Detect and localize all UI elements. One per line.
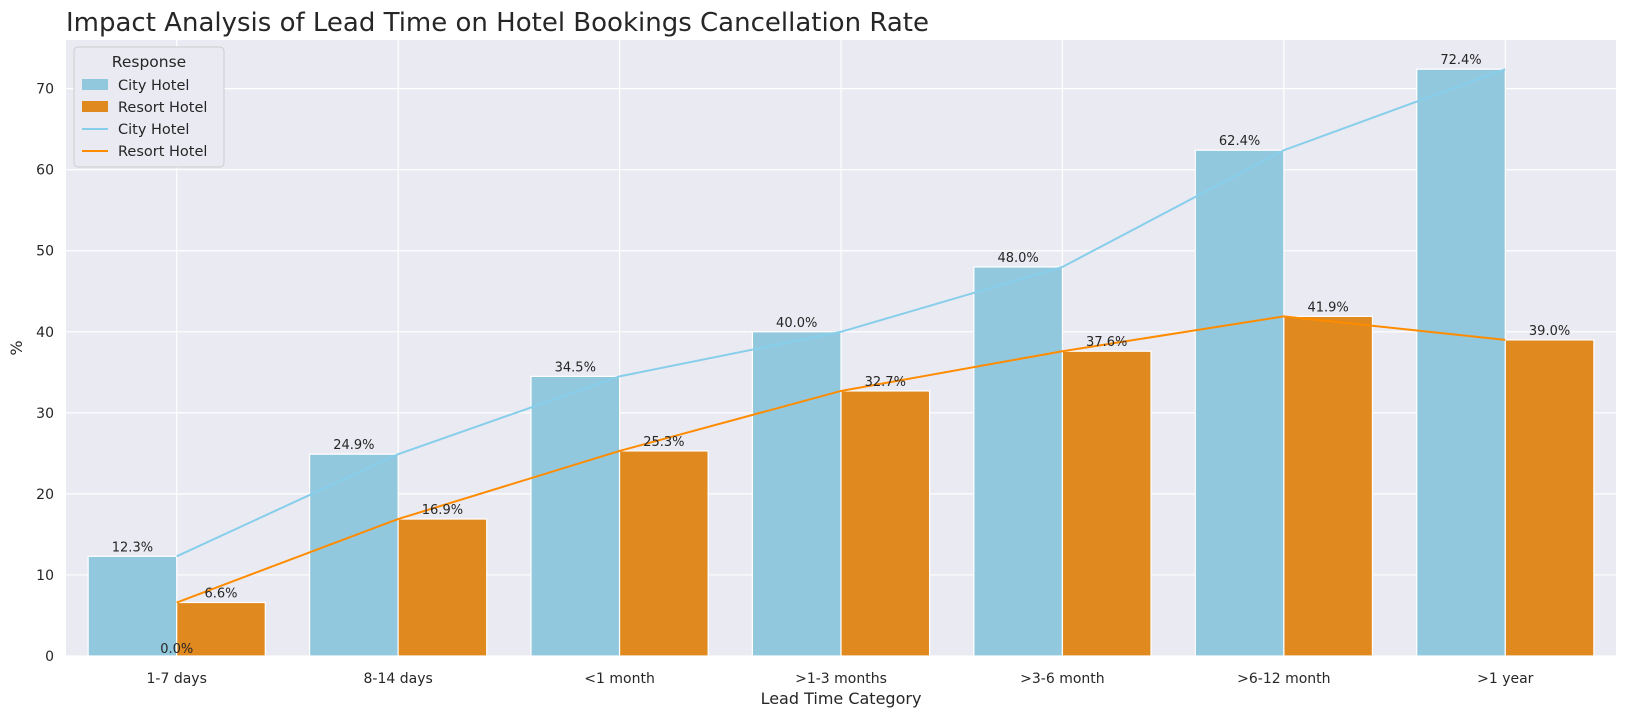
bar-resort-hotel	[397, 518, 488, 657]
bar-city-hotel	[308, 453, 399, 657]
legend: Response City Hotel Resort Hotel City Hotel…	[73, 46, 225, 168]
bar-city-hotel	[1194, 149, 1285, 657]
bar-resort-hotel	[1061, 350, 1152, 657]
data-label: 12.3%	[112, 540, 153, 555]
data-label: 41.9%	[1307, 300, 1348, 315]
x-tick-label: >1 year	[1477, 671, 1534, 687]
x-tick-label: >1-3 months	[795, 671, 887, 687]
data-label: 24.9%	[333, 438, 374, 453]
data-label: 40.0%	[776, 316, 817, 331]
y-tick-label: 0	[45, 649, 54, 665]
y-tick-label: 30	[36, 406, 54, 422]
data-label: 62.4%	[1219, 134, 1260, 149]
x-tick-label: 8-14 days	[364, 671, 433, 687]
y-tick-label: 70	[36, 82, 54, 98]
legend-label: City Hotel	[118, 122, 189, 138]
y-tick-label: 40	[36, 325, 54, 341]
y-tick-label: 20	[36, 487, 54, 503]
legend-label: Resort Hotel	[118, 100, 207, 116]
data-label: 72.4%	[1440, 53, 1481, 68]
bar-resort-hotel	[1283, 315, 1374, 657]
data-label: 37.6%	[1086, 335, 1127, 350]
bar-city-hotel	[751, 331, 842, 657]
legend-swatch	[82, 79, 108, 90]
legend-label: Resort Hotel	[118, 144, 207, 160]
bar-city-hotel	[530, 375, 621, 657]
bar-resort-hotel	[618, 450, 709, 657]
x-tick-label: >6-12 month	[1237, 671, 1330, 687]
data-label: 48.0%	[997, 251, 1038, 266]
line-city-hotel	[176, 68, 1506, 558]
bar-resort-hotel	[840, 390, 931, 657]
y-tick-label: 60	[36, 163, 54, 179]
legend-label: City Hotel	[118, 78, 189, 94]
x-tick-label: <1 month	[584, 671, 655, 687]
data-label: 16.9%	[422, 503, 463, 518]
bar-city-hotel	[973, 266, 1064, 657]
bar-city-hotel	[1416, 68, 1506, 657]
line-resort-hotel	[176, 315, 1506, 604]
y-tick-label: 50	[36, 244, 54, 260]
data-label: 34.5%	[555, 360, 596, 375]
legend-swatch	[82, 101, 108, 112]
data-label: 25.3%	[643, 435, 684, 450]
bar-resort-hotel	[1504, 339, 1595, 657]
y-tick-label: 10	[36, 568, 54, 584]
legend-title: Response	[112, 53, 186, 71]
data-label: 39.0%	[1529, 324, 1570, 339]
x-tick-label: >3-6 month	[1020, 671, 1105, 687]
chart-title: Impact Analysis of Lead Time on Hotel Bo…	[66, 8, 929, 38]
x-tick-label: 1-7 days	[147, 671, 207, 687]
x-axis-label: Lead Time Category	[761, 689, 922, 708]
bar-resort-hotel	[176, 601, 266, 657]
y-axis-label: %	[7, 340, 26, 355]
zero-annotation: 0.0%	[160, 642, 193, 657]
plot-area: 12.3% 24.9% 34.5% 40.0% 48.0% 62.4% 72.4% 6.6% 1…	[66, 40, 1616, 657]
data-label: 6.6%	[204, 587, 237, 602]
legend-box	[73, 46, 225, 168]
data-label: 32.7%	[865, 375, 906, 390]
bar-city-hotel	[87, 555, 178, 657]
